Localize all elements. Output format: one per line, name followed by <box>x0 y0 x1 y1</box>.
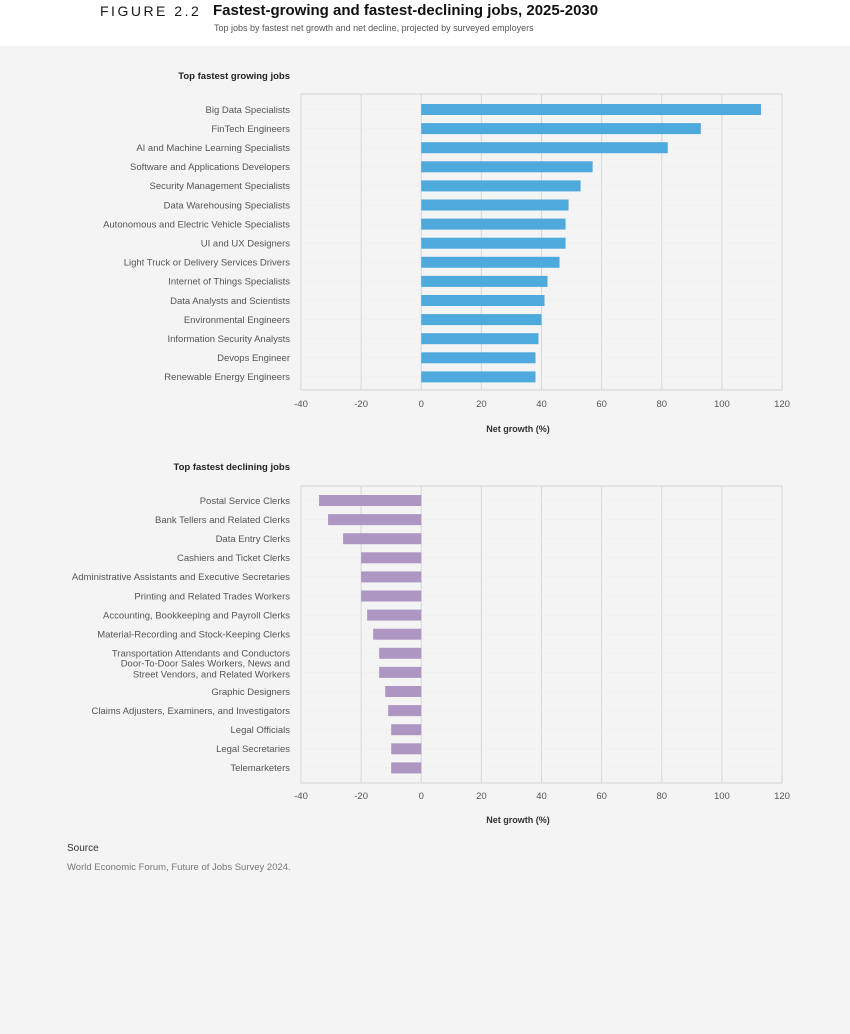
bar <box>421 371 536 383</box>
source-text: World Economic Forum, Future of Jobs Sur… <box>67 862 291 873</box>
category-label: UI and UX Designers <box>201 239 290 250</box>
tick-label: 40 <box>536 399 547 410</box>
bar <box>391 743 422 755</box>
tick-label: -20 <box>354 399 368 410</box>
category-label: Autonomous and Electric Vehicle Speciali… <box>103 219 290 230</box>
category-label: Postal Service Clerks <box>200 496 291 507</box>
bar <box>421 180 581 192</box>
bar <box>421 123 701 135</box>
bar <box>421 352 536 364</box>
category-label: Printing and Related Trades Workers <box>134 591 290 602</box>
tick-label: 100 <box>714 791 730 802</box>
bar <box>421 333 539 345</box>
bar <box>328 514 422 526</box>
category-label: Transportation Attendants and Conductors <box>112 649 290 660</box>
category-label: Renewable Energy Engineers <box>164 372 290 383</box>
bar <box>388 705 422 717</box>
figure-subtitle: Top jobs by fastest net growth and net d… <box>214 23 534 33</box>
category-label: Information Security Analysts <box>168 334 291 345</box>
figure-header: FIGURE 2.2 Fastest-growing and fastest-d… <box>0 0 850 46</box>
tick-label: 100 <box>714 399 730 410</box>
category-label: Material-Recording and Stock-Keeping Cle… <box>97 630 290 641</box>
category-label: Telemarketers <box>230 763 290 774</box>
category-label: Big Data Specialists <box>206 105 291 116</box>
source-title: Source <box>67 843 99 854</box>
bar <box>421 199 569 211</box>
category-label: Bank Tellers and Related Clerks <box>155 515 290 526</box>
bar <box>391 724 422 736</box>
tick-label: 60 <box>596 791 607 802</box>
bar <box>421 275 548 287</box>
category-label: FinTech Engineers <box>211 124 290 135</box>
tick-label: 80 <box>656 399 667 410</box>
category-label: Security Management Specialists <box>150 181 291 192</box>
category-label: Legal Secretaries <box>216 744 290 755</box>
bar <box>379 647 422 659</box>
bar <box>361 571 422 583</box>
tick-label: 0 <box>419 399 424 410</box>
bar <box>385 686 422 697</box>
bar <box>367 609 422 621</box>
category-label: Software and Applications Developers <box>130 162 290 173</box>
tick-label: 120 <box>774 399 790 410</box>
bar <box>421 161 593 173</box>
bar <box>391 762 422 774</box>
bar <box>373 628 422 640</box>
chart-title: Top fastest declining jobs <box>174 462 290 473</box>
chart-panel <box>0 46 850 1034</box>
bar <box>421 142 668 154</box>
bar <box>421 295 545 306</box>
category-label: Legal Officials <box>231 725 291 736</box>
category-label: Cashiers and Ticket Clerks <box>177 553 290 564</box>
bar <box>421 237 566 249</box>
bar <box>379 666 422 678</box>
tick-label: 0 <box>419 791 424 802</box>
category-label: Administrative Assistants and Executive … <box>72 572 290 583</box>
category-label: Data Analysts and Scientists <box>170 296 290 307</box>
tick-label: 60 <box>596 399 607 410</box>
category-label: AI and Machine Learning Specialists <box>136 143 290 154</box>
bar <box>421 218 566 230</box>
category-label: Data Warehousing Specialists <box>164 200 291 211</box>
tick-label: 80 <box>656 791 667 802</box>
chart-growing: Top fastest growing jobs Big Data Special… <box>103 71 790 434</box>
category-label: Door-To-Door Sales Workers, News and Stre… <box>121 659 291 681</box>
figure-label: FIGURE 2.2 <box>100 3 202 19</box>
category-label: Internet of Things Specialists <box>168 277 290 288</box>
category-label: Data Entry Clerks <box>216 534 291 545</box>
bar <box>421 256 560 268</box>
bar <box>361 552 422 564</box>
category-label: Claims Adjusters, Examiners, and Investi… <box>91 706 290 717</box>
tick-label: 20 <box>476 791 487 802</box>
x-axis-label: Net growth (%) <box>486 424 550 434</box>
chart-title: Top fastest growing jobs <box>178 71 290 82</box>
category-label: Graphic Designers <box>211 687 290 698</box>
bar <box>421 314 542 326</box>
x-axis-label: Net growth (%) <box>486 815 550 825</box>
category-label: Light Truck or Delivery Services Drivers <box>124 258 291 269</box>
category-label: Accounting, Bookkeeping and Payroll Cler… <box>103 610 290 621</box>
tick-label: -40 <box>294 791 308 802</box>
category-label: Devops Engineer <box>217 353 290 364</box>
chart-declining: Top fastest declining jobs Postal Service… <box>72 462 790 825</box>
tick-label: 20 <box>476 399 487 410</box>
tick-label: 120 <box>774 791 790 802</box>
category-label: Environmental Engineers <box>184 315 290 326</box>
tick-label: -40 <box>294 399 308 410</box>
figure-title: Fastest-growing and fastest-declining jo… <box>213 2 599 19</box>
tick-label: 40 <box>536 791 547 802</box>
bar <box>421 104 761 115</box>
bar <box>319 495 422 506</box>
bar <box>361 590 422 602</box>
tick-label: -20 <box>354 791 368 802</box>
bar <box>343 533 422 545</box>
